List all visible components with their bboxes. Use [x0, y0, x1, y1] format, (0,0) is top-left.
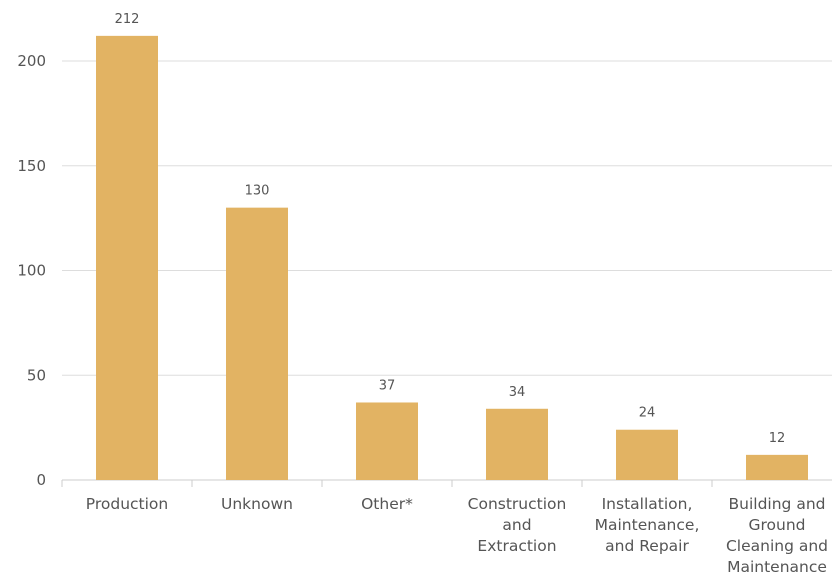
- x-tick-label: Extraction: [477, 537, 556, 555]
- y-tick-label: 50: [27, 366, 46, 384]
- bar: [486, 408, 548, 480]
- x-tick-label: Installation,: [602, 495, 693, 513]
- x-tick-label: and: [502, 516, 531, 534]
- x-tick-label: Other*: [361, 495, 413, 513]
- y-tick-label: 0: [36, 471, 46, 489]
- bar: [356, 402, 418, 480]
- y-tick-label: 200: [17, 52, 46, 70]
- bar: [746, 454, 808, 480]
- x-tick-label: Production: [86, 495, 168, 513]
- y-tick-label: 100: [17, 262, 46, 280]
- data-label: 212: [115, 12, 140, 27]
- bar: [616, 429, 678, 480]
- x-tick-label: Construction: [468, 495, 567, 513]
- bar: [96, 35, 158, 481]
- y-tick-label: 150: [17, 157, 46, 175]
- data-label: 37: [379, 378, 396, 393]
- x-tick-label: Unknown: [221, 495, 293, 513]
- x-tick-label: Maintenance,: [595, 516, 700, 534]
- x-tick-label: and Repair: [605, 537, 689, 555]
- data-label: 12: [769, 431, 786, 446]
- x-tick-label: Cleaning and: [726, 537, 828, 555]
- bar: [226, 207, 288, 480]
- x-tick-label: Maintenance: [727, 558, 827, 576]
- x-tick-label: Building and: [729, 495, 826, 513]
- data-label: 24: [639, 406, 656, 421]
- x-tick-label: Ground: [748, 516, 805, 534]
- data-label: 130: [245, 184, 270, 199]
- data-label: 34: [509, 385, 526, 400]
